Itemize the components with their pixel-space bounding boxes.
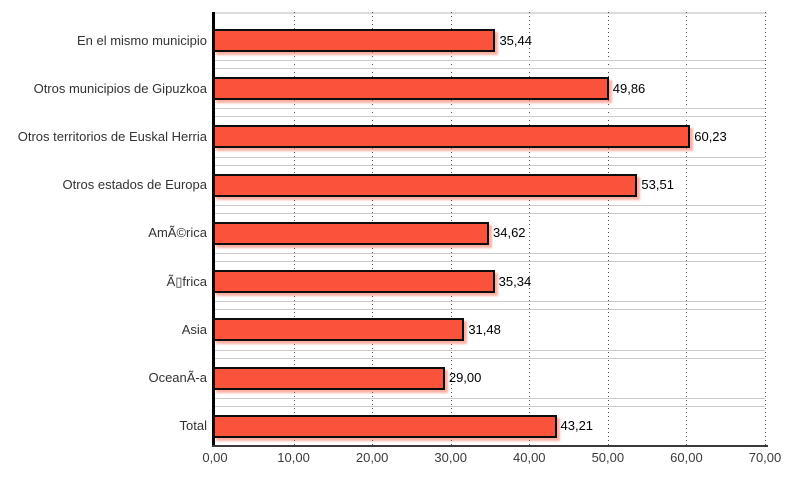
bar bbox=[213, 270, 495, 294]
bar bbox=[213, 318, 465, 342]
vertical-gridline bbox=[529, 12, 531, 446]
category-label: Otros estados de Europa bbox=[62, 177, 207, 193]
value-label: 60,23 bbox=[694, 128, 727, 144]
row-separator bbox=[215, 60, 765, 62]
row-separator bbox=[215, 68, 765, 70]
row-separator bbox=[215, 156, 765, 158]
bar bbox=[213, 414, 557, 438]
x-tick-label: 0,00 bbox=[202, 450, 228, 465]
value-label: 35,44 bbox=[499, 32, 532, 48]
row-separator bbox=[215, 301, 765, 303]
category-label: Otros territorios de Euskal Herria bbox=[17, 128, 207, 144]
vertical-gridline bbox=[765, 12, 766, 446]
x-tick-label: 20,00 bbox=[355, 450, 389, 465]
row-separator bbox=[215, 253, 765, 255]
bar bbox=[213, 125, 691, 149]
bar bbox=[213, 77, 609, 101]
row-separator bbox=[215, 204, 765, 206]
row-separator bbox=[215, 116, 765, 118]
bar bbox=[213, 29, 496, 52]
category-label: Ã▯frica bbox=[166, 273, 207, 289]
category-label: En el mismo municipio bbox=[76, 32, 207, 48]
row-separator bbox=[215, 405, 765, 407]
row-separator bbox=[215, 349, 765, 351]
category-label: OceanÃ-a bbox=[148, 370, 207, 386]
x-tick-label: 60,00 bbox=[670, 450, 703, 465]
row-separator bbox=[215, 397, 765, 399]
value-label: 43,21 bbox=[560, 418, 594, 434]
row-separator bbox=[215, 164, 765, 166]
plot-top-border bbox=[215, 12, 767, 14]
value-label: 31,48 bbox=[468, 321, 501, 337]
x-tick-label: 30,00 bbox=[434, 450, 467, 465]
category-label: Asia bbox=[181, 321, 207, 337]
vertical-gridline bbox=[686, 12, 688, 446]
bar bbox=[213, 173, 638, 197]
value-label: 34,62 bbox=[493, 225, 526, 241]
row-separator bbox=[215, 212, 765, 214]
x-tick-label: 70,00 bbox=[748, 450, 782, 465]
row-separator bbox=[215, 357, 765, 359]
x-tick-label: 50,00 bbox=[591, 450, 625, 465]
row-separator bbox=[215, 108, 765, 110]
x-tick-label: 10,00 bbox=[277, 450, 310, 465]
row-separator bbox=[215, 261, 765, 263]
bar bbox=[213, 366, 445, 390]
bar bbox=[213, 221, 489, 245]
value-label: 53,51 bbox=[641, 177, 674, 193]
value-label: 29,00 bbox=[448, 370, 482, 386]
value-label: 35,34 bbox=[498, 273, 532, 289]
category-label: Otros municipios de Gipuzkoa bbox=[33, 80, 207, 96]
value-label: 49,86 bbox=[612, 80, 646, 96]
category-label: Total bbox=[179, 418, 207, 434]
vertical-gridline bbox=[607, 12, 609, 446]
row-separator bbox=[215, 309, 765, 311]
category-label: AmÃ©rica bbox=[148, 225, 207, 241]
x-axis-line bbox=[212, 445, 768, 447]
x-tick-label: 40,00 bbox=[513, 450, 546, 465]
